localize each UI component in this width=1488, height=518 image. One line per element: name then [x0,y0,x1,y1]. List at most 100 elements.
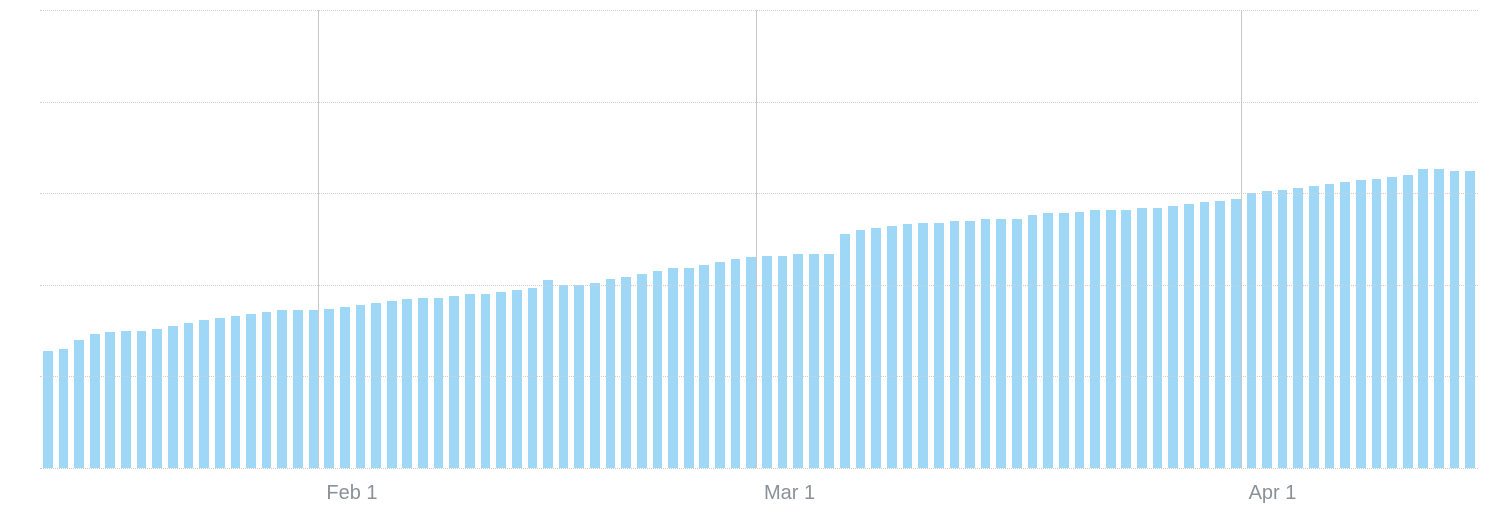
x-axis-label: Feb 1 [326,482,377,505]
chart-bar [621,277,631,468]
chart-bar [246,314,256,468]
chart-bar [840,234,850,468]
chart-bar [981,219,991,468]
chart-bar [1387,177,1397,468]
chart-bar [1137,208,1147,468]
chart-bar [918,223,928,468]
chart-bar [1059,213,1069,468]
gridline-horizontal [40,376,1478,377]
chart-bar [934,223,944,468]
chart-bar [465,294,475,468]
chart-bar [543,280,553,468]
gridline-vertical [318,10,319,468]
x-axis-label: Mar 1 [764,482,815,505]
chart-bar [1215,201,1225,468]
chart-bar [59,349,69,468]
chart-bar [168,326,178,468]
chart-bar [1121,210,1131,468]
chart-bar [434,298,444,468]
chart-bar [528,288,538,468]
chart-bar [309,310,319,468]
chart-bar [199,320,209,468]
chart-bar [293,310,303,468]
chart-bar [121,331,131,468]
chart-bar [965,221,975,468]
chart-bar [871,228,881,468]
chart-bar [43,351,53,468]
chart-bar [74,340,84,468]
chart-bar [215,318,225,468]
chart-bar [653,271,663,468]
chart-bar [231,316,241,468]
plot-area [40,10,1478,468]
gridline-vertical [1241,10,1242,468]
chart-bar [856,230,866,468]
chart-bar [950,221,960,468]
gridline-horizontal [40,193,1478,194]
chart-bar [1450,171,1460,468]
chart-bar [1153,208,1163,468]
chart-bar [324,309,334,468]
chart-bar [715,262,725,468]
chart-bar [731,259,741,468]
chart-bar [1028,215,1038,468]
chart-bar [152,329,162,468]
chart-container: Feb 1 Mar 1 Apr 1 [0,0,1488,518]
chart-bar [277,310,287,468]
chart-bar [449,296,459,468]
chart-bar [1168,206,1178,468]
chart-bar [1434,169,1444,468]
gridline-horizontal [40,102,1478,103]
chart-bar [887,226,897,468]
chart-bar [1247,193,1257,468]
chart-bar [90,334,100,468]
gridline-horizontal [40,10,1478,11]
chart-bar [1043,213,1053,468]
chart-bar [1293,188,1303,468]
chart-bar [606,279,616,468]
chart-bar [903,224,913,468]
chart-bar [1325,184,1335,468]
chart-bar [684,268,694,468]
chart-bar [1309,186,1319,468]
chart-bar [1418,169,1428,468]
chart-bar [793,254,803,468]
chart-bar [1372,179,1382,468]
chart-bar [699,265,709,468]
chart-bar [809,254,819,468]
chart-bar [1465,171,1475,468]
chart-bar [1012,219,1022,468]
x-axis-labels: Feb 1 Mar 1 Apr 1 [40,468,1478,518]
chart-bar [1231,199,1241,468]
chart-bar [402,299,412,468]
gridline-horizontal [40,285,1478,286]
chart-bar [1278,190,1288,468]
chart-bar [262,312,272,468]
chart-bar [137,331,147,468]
chart-bar [512,290,522,468]
bars-layer [40,10,1478,468]
chart-bar [387,301,397,468]
chart-bar [1262,191,1272,468]
chart-bar [824,254,834,468]
chart-bar [746,257,756,468]
chart-bar [1106,210,1116,468]
chart-bar [418,298,428,468]
chart-bar [340,307,350,468]
chart-bar [184,323,194,468]
chart-bar [496,292,506,468]
chart-bar [637,274,647,468]
chart-bar [371,303,381,468]
chart-bar [1090,210,1100,468]
chart-bar [668,268,678,468]
chart-bar [356,305,366,468]
chart-bar [1403,175,1413,468]
chart-bar [762,256,772,469]
chart-bar [1356,180,1366,468]
chart-bar [1200,202,1210,468]
gridline-vertical [756,10,757,468]
chart-bar [1340,182,1350,468]
chart-bar [481,294,491,468]
x-axis-label: Apr 1 [1249,482,1297,505]
chart-bar [1075,212,1085,468]
